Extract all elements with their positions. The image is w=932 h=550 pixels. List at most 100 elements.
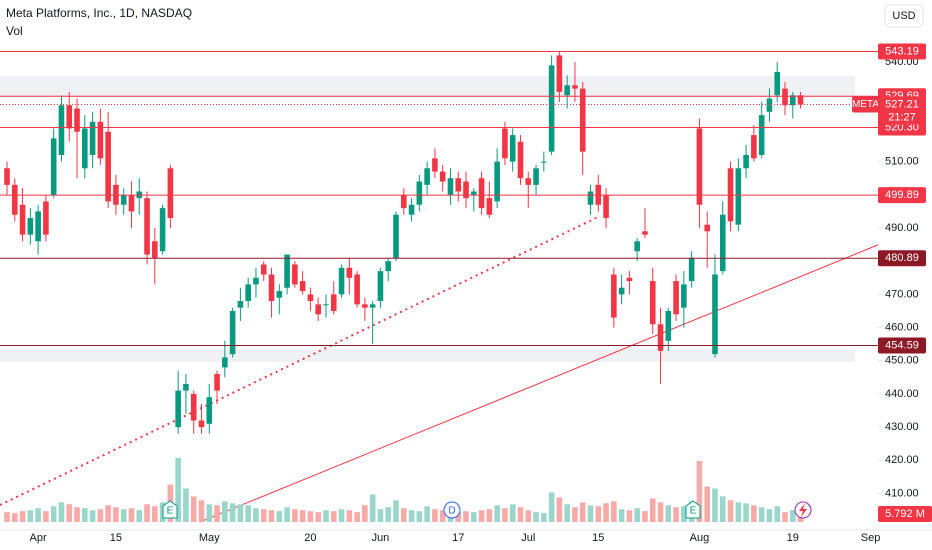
candle-body — [284, 254, 290, 288]
volume-bar — [377, 509, 384, 522]
candle-body — [416, 181, 423, 205]
event-marker — [685, 500, 701, 519]
volume-bar — [517, 507, 524, 522]
volume-bar — [190, 496, 197, 522]
volume-bar — [751, 505, 757, 522]
candle-body — [105, 131, 111, 202]
volume-bar — [58, 502, 65, 522]
candle-body — [237, 301, 244, 308]
volume-bar — [774, 506, 781, 522]
x-tick-label: 15 — [592, 532, 604, 544]
candle-body — [400, 194, 407, 209]
volume-bar — [206, 504, 213, 522]
volume-bar — [385, 507, 392, 522]
price-scale — [878, 0, 932, 550]
volume-bar — [595, 506, 602, 522]
x-tick-label: 20 — [304, 532, 316, 544]
candle-body — [408, 204, 415, 215]
volume-bar — [471, 512, 477, 522]
candle-body — [681, 284, 687, 308]
volume-bar — [432, 509, 438, 522]
candle-body — [556, 55, 563, 92]
volume-bar — [82, 508, 88, 522]
candle-body — [27, 218, 34, 235]
volume-bar — [455, 512, 462, 522]
candle-body — [782, 88, 788, 106]
candle-body — [719, 214, 726, 272]
trend-line — [0, 216, 599, 506]
candle-body — [292, 264, 298, 285]
candle-body — [190, 393, 197, 421]
candle-body — [338, 267, 345, 295]
volume-bar — [556, 497, 563, 522]
candle-body — [502, 128, 508, 159]
candle-body — [455, 178, 462, 192]
volume-bar — [408, 510, 415, 522]
candle-body — [222, 357, 228, 368]
candle-body — [377, 271, 384, 302]
volume-bar — [183, 488, 189, 522]
volume-bar — [579, 502, 586, 522]
volume-bar — [35, 508, 41, 522]
x-tick-label: Jun — [372, 532, 390, 544]
candle-body — [245, 284, 251, 302]
symbol-label: META — [852, 99, 879, 110]
y-tick-label: 490.00 — [885, 222, 919, 234]
event-label: E — [167, 506, 174, 517]
level-label: 480.89 — [885, 252, 919, 264]
candle-body — [789, 95, 796, 106]
candle-body — [362, 304, 368, 308]
candle-body — [354, 274, 360, 305]
candle-body — [120, 194, 127, 205]
volume-bar — [665, 505, 672, 522]
event-label: E — [690, 506, 697, 517]
chart-title: Meta Platforms, Inc., 1D, NASDAQ — [6, 6, 192, 20]
volume-bar — [128, 508, 135, 522]
candle-body — [66, 105, 73, 129]
level-tag — [878, 43, 926, 60]
volume-bar — [424, 506, 430, 522]
candle-body — [229, 310, 236, 355]
level-label: 454.59 — [885, 339, 919, 351]
candle-body — [743, 154, 749, 169]
volume-bar — [634, 508, 640, 522]
y-tick-label: 440.00 — [885, 388, 919, 400]
volume-bar — [260, 509, 267, 522]
volume-bar — [74, 507, 80, 522]
currency-button[interactable] — [884, 4, 924, 28]
volume-bar — [330, 511, 337, 522]
volume-bar — [486, 509, 493, 522]
volume-bar — [354, 512, 360, 522]
level-tag — [878, 250, 926, 267]
candle-layer — [4, 52, 804, 434]
candle-body — [579, 88, 586, 152]
volume-bar — [292, 509, 298, 522]
candle-body — [82, 128, 88, 169]
volume-bar — [681, 506, 687, 522]
axis-layer: 540.00510.00490.00470.00460.00450.00440.… — [30, 56, 919, 544]
trend-line — [199, 241, 886, 523]
volume-bar — [284, 507, 290, 522]
candle-body — [618, 287, 625, 295]
event-marker — [443, 501, 461, 519]
candle-body — [260, 264, 267, 275]
volume-bar — [719, 496, 726, 522]
candle-body — [688, 257, 695, 282]
candle-body — [494, 161, 500, 202]
volume-bar — [642, 511, 648, 522]
level-tag — [878, 187, 926, 204]
zone-band — [0, 76, 855, 97]
x-tick-label: Apr — [30, 532, 47, 544]
candle-body — [696, 128, 703, 205]
volume-bar — [315, 512, 321, 522]
candle-body — [206, 397, 213, 424]
candle-body — [276, 291, 283, 298]
y-tick-label: 510.00 — [885, 156, 919, 168]
candle-body — [323, 304, 329, 306]
candle-body — [43, 201, 49, 235]
currency-label[interactable]: USD — [892, 10, 915, 22]
volume-bar — [19, 511, 26, 522]
volume-bar — [113, 507, 119, 522]
last-price-label: 527.21 — [885, 98, 919, 110]
